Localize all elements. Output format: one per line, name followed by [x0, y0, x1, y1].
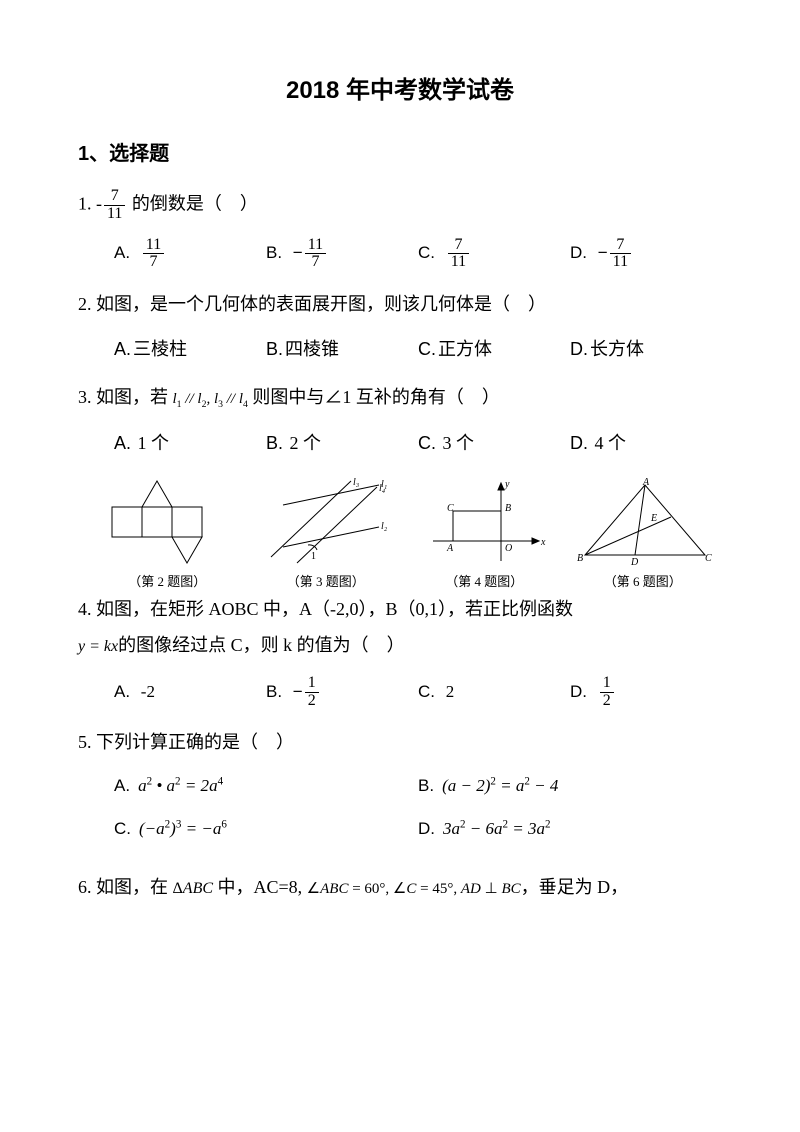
svg-text:y: y: [504, 479, 510, 490]
section-heading: 1、选择题: [78, 137, 722, 166]
q4-opt-d: D. 12: [570, 675, 722, 710]
q5-opt-d: D.3a2 − 6a2 = 3a2: [418, 815, 722, 844]
question-3: 3. 如图，若 l1 // l2, l3 // l4 则图中与∠1 互补的角有（…: [78, 382, 722, 458]
svg-text:B: B: [505, 503, 511, 514]
q5-opt-a: A.a2 • a2 = 2a4: [114, 772, 418, 801]
question-1: 1. -711 的倒数是（ ） A. 117 B. −117 C. 711 D.…: [78, 188, 722, 271]
q3-options: A. 1 个 B. 2 个 C. 3 个 D. 4 个: [114, 428, 722, 459]
q4-opt-c: C. 2: [418, 675, 570, 710]
q3-opt-b: B. 2 个: [266, 428, 418, 459]
q3-stem: 3. 如图，若 l1 // l2, l3 // l4 则图中与∠1 互补的角有（…: [78, 382, 722, 414]
q1-post: 的倒数是（ ）: [127, 193, 258, 213]
figcap-4: （第 4 题图）: [405, 571, 564, 590]
q2-options: A.三棱柱 B.四棱锥 C.正方体 D.长方体: [114, 334, 722, 365]
svg-text:l₃: l₃: [353, 477, 360, 488]
q2-stem: 2. 如图，是一个几何体的表面展开图，则该几何体是（ ）: [78, 289, 722, 320]
q1-opt-b: B. −117: [266, 237, 418, 272]
svg-text:O: O: [505, 543, 512, 554]
exam-title: 2018 年中考数学试卷: [78, 70, 722, 105]
svg-text:E: E: [650, 513, 657, 524]
figure-6: A B C D E （第 6 题图）: [564, 477, 723, 590]
svg-text:C: C: [705, 553, 712, 564]
q2-opt-b: B.四棱锥: [266, 334, 418, 365]
figcap-3: （第 3 题图）: [247, 571, 406, 590]
q2-opt-c: C.正方体: [418, 334, 570, 365]
q3-opt-a: A. 1 个: [114, 428, 266, 459]
q1-d-sign: −: [598, 239, 608, 268]
net-diagram-icon: [102, 477, 232, 567]
figure-4: x y O A B C （第 4 题图）: [405, 477, 564, 590]
svg-text:l₂: l₂: [381, 521, 388, 532]
q1-options: A. 117 B. −117 C. 711 D. −711: [114, 237, 722, 272]
q2-opt-a: A.三棱柱: [114, 334, 266, 365]
svg-text:C: C: [447, 503, 454, 514]
question-5: 5. 下列计算正确的是（ ） A.a2 • a2 = 2a4 B.(a − 2)…: [78, 727, 722, 857]
q1-frac-num: 7: [104, 188, 125, 205]
q5-opt-c: C.(−a2)3 = −a6: [114, 815, 418, 844]
svg-text:x: x: [540, 537, 546, 548]
question-6: 6. 如图，在 ΔABC 中，AC=8, ∠ABC = 60°, ∠C = 45…: [78, 872, 722, 903]
q1-opt-d: D. −711: [570, 237, 722, 272]
q1-b-sign: −: [293, 239, 303, 268]
figcap-2: （第 2 题图）: [88, 571, 247, 590]
figcap-6: （第 6 题图）: [564, 571, 723, 590]
q1-frac-den: 11: [104, 205, 125, 223]
q1-opt-a: A. 117: [114, 237, 266, 272]
q6-stem: 6. 如图，在 ΔABC 中，AC=8, ∠ABC = 60°, ∠C = 45…: [78, 872, 722, 903]
question-4: 4. 如图，在矩形 AOBC 中，A（-2,0），B（0,1），若正比例函数 y…: [78, 594, 722, 710]
svg-text:A: A: [642, 477, 650, 488]
q1-sign: -: [96, 193, 102, 213]
q4-opt-a: A. -2: [114, 675, 266, 710]
svg-text:B: B: [577, 553, 583, 564]
svg-text:A: A: [446, 543, 454, 554]
svg-text:D: D: [630, 557, 639, 567]
q4-options: A. -2 B. −12 C. 2 D. 12: [114, 675, 722, 710]
q5-opt-b: B.(a − 2)2 = a2 − 4: [418, 772, 722, 801]
q1-fraction: 711: [104, 188, 125, 223]
svg-text:1: 1: [311, 551, 316, 562]
figure-3: l₁ l₂ l₃ l₄ 1 （第 3 题图）: [247, 477, 406, 590]
q2-opt-d: D.长方体: [570, 334, 722, 365]
parallel-lines-icon: l₁ l₂ l₃ l₄ 1: [261, 477, 391, 567]
q4-opt-b: B. −12: [266, 675, 418, 710]
figure-2: （第 2 题图）: [88, 477, 247, 590]
q3-opt-d: D. 4 个: [570, 428, 722, 459]
figure-row: （第 2 题图） l₁ l₂ l₃ l₄ 1 （第 3 题图）: [88, 477, 722, 590]
coord-rect-icon: x y O A B C: [419, 477, 549, 567]
question-2: 2. 如图，是一个几何体的表面展开图，则该几何体是（ ） A.三棱柱 B.四棱锥…: [78, 289, 722, 364]
q4-stem2: y = kx的图像经过点 C，则 k 的值为（ ）: [78, 630, 722, 661]
triangle-icon: A B C D E: [573, 477, 713, 567]
q5-stem: 5. 下列计算正确的是（ ）: [78, 727, 722, 758]
q1-stem: 1. -711 的倒数是（ ）: [78, 188, 722, 223]
q1-opt-c: C. 711: [418, 237, 570, 272]
q3-opt-c: C. 3 个: [418, 428, 570, 459]
svg-text:l₄: l₄: [379, 483, 386, 494]
q1-number: 1.: [78, 193, 96, 213]
q5-options: A.a2 • a2 = 2a4 B.(a − 2)2 = a2 − 4 C.(−…: [114, 772, 722, 858]
exam-page: 2018 年中考数学试卷 1、选择题 1. -711 的倒数是（ ） A. 11…: [0, 0, 800, 1132]
q4-stem: 4. 如图，在矩形 AOBC 中，A（-2,0），B（0,1），若正比例函数: [78, 594, 722, 625]
